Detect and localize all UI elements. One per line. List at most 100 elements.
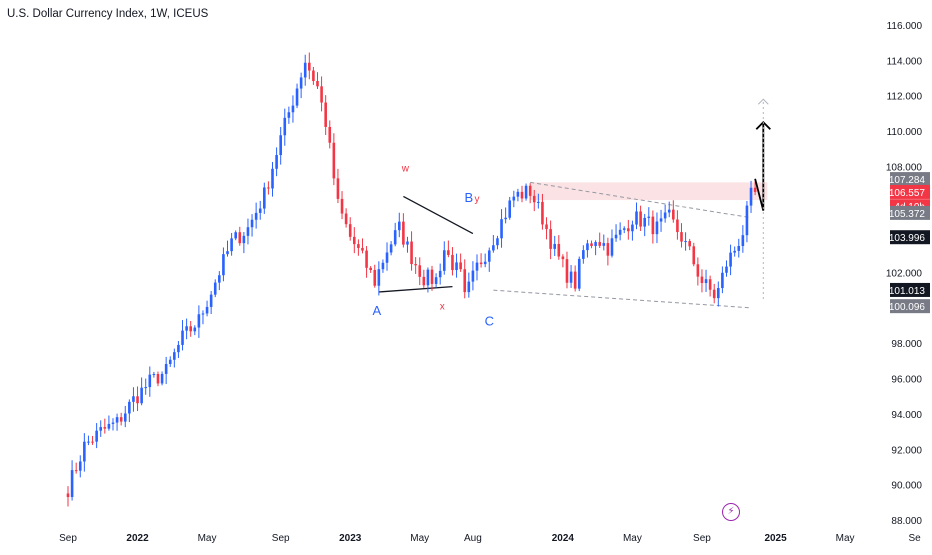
y-tick-label: 108.000 <box>886 162 923 173</box>
candle-body <box>406 241 409 245</box>
trendline <box>378 285 453 293</box>
candle-body <box>451 254 454 271</box>
candle-body <box>667 209 671 213</box>
candle-body <box>676 219 679 233</box>
candle-body <box>209 294 213 307</box>
candle-body <box>344 213 348 225</box>
wave-label: C <box>485 314 494 329</box>
candle-body <box>181 330 184 345</box>
y-tick-label: 102.000 <box>886 269 923 280</box>
candle-body <box>295 88 299 106</box>
candle-body <box>136 396 139 404</box>
candle-body <box>438 270 442 278</box>
candle-body <box>258 208 262 213</box>
x-tick-label: 2022 <box>126 533 149 544</box>
candle-body <box>373 269 377 286</box>
candle-body <box>684 241 687 243</box>
x-tick-label: Aug <box>464 533 482 544</box>
candle-body <box>340 198 344 214</box>
candle-body <box>164 364 168 374</box>
y-tick-label: 88.000 <box>891 516 922 527</box>
price-label: 105.372 <box>889 209 926 220</box>
candle-body <box>291 105 295 113</box>
candle-body <box>708 279 712 290</box>
candle-body <box>189 326 192 332</box>
candle-body <box>160 373 164 384</box>
candle-body <box>753 187 757 192</box>
candle-body <box>651 216 655 235</box>
candle-body <box>471 270 475 282</box>
candle-body <box>561 256 565 260</box>
candle-body <box>95 430 98 442</box>
candle-body <box>393 230 397 245</box>
candle-body <box>156 374 160 384</box>
wave-label: x <box>440 302 445 313</box>
chart-title: U.S. Dollar Currency Index, 1W, ICEUS <box>7 8 209 20</box>
x-tick-label: 2025 <box>764 533 787 544</box>
candle-body <box>308 62 311 71</box>
candle-body <box>148 374 152 388</box>
candle-body <box>483 261 487 265</box>
candle-body <box>463 269 467 293</box>
price-label-box <box>890 205 930 220</box>
candle-body <box>659 218 663 222</box>
candle-body <box>369 267 372 270</box>
price-label-box <box>890 282 930 297</box>
x-tick-label: Sep <box>272 533 290 544</box>
candle-body <box>442 250 446 271</box>
candle-body <box>479 262 483 265</box>
candle-body <box>524 185 528 199</box>
candle-body <box>663 212 667 219</box>
candle-body <box>152 374 156 376</box>
y-tick-label: 98.000 <box>891 339 922 350</box>
y-axis: 116.000 114.000 112.000 110.000 108.000 102.0… <box>886 21 923 527</box>
candle-body <box>205 306 209 314</box>
lightning-icon[interactable]: ⚡ <box>722 503 740 521</box>
candle-body <box>745 205 749 236</box>
candle-body <box>520 191 524 199</box>
candle-body <box>103 427 107 429</box>
price-label-box <box>890 299 930 314</box>
x-tick-label: Sep <box>693 533 711 544</box>
y-tick-label: 90.000 <box>891 481 922 492</box>
candle-body <box>361 247 364 251</box>
y-tick-label: 110.000 <box>887 127 923 138</box>
candle-body <box>324 102 327 127</box>
candle-body <box>320 86 323 103</box>
candle-body <box>348 224 352 237</box>
candle-body <box>402 221 405 245</box>
candle-body <box>508 200 512 218</box>
candle-body <box>389 244 393 253</box>
candle-body <box>303 62 307 78</box>
candle-body <box>385 252 389 263</box>
candle-body <box>639 211 642 227</box>
wave-label: w <box>401 164 410 175</box>
resistance-zone-layer <box>530 182 768 201</box>
candle-body <box>447 250 450 255</box>
candle-body <box>234 232 237 239</box>
candle-body <box>201 313 205 315</box>
candle-body <box>312 70 315 81</box>
candle-body <box>643 217 646 227</box>
y-tick-label: 114.000 <box>887 56 923 67</box>
candle-body <box>365 250 368 268</box>
candle-body <box>271 168 274 189</box>
candle-body <box>721 272 724 289</box>
candle-body <box>336 178 340 199</box>
price-label: 100.096 <box>889 302 926 313</box>
x-tick-label: 2024 <box>552 533 575 544</box>
candle-body <box>70 470 74 498</box>
candle-body <box>569 271 573 283</box>
candle-body <box>218 275 221 283</box>
candle-body <box>492 245 495 251</box>
y-tick-label: 92.000 <box>891 445 922 456</box>
candle-body <box>500 219 503 239</box>
candle-body <box>582 250 585 259</box>
price-label: 106.557 <box>889 188 926 199</box>
candle-body <box>622 228 626 230</box>
candle-body <box>635 211 638 225</box>
candle-body <box>692 246 696 265</box>
candle-body <box>107 423 111 429</box>
